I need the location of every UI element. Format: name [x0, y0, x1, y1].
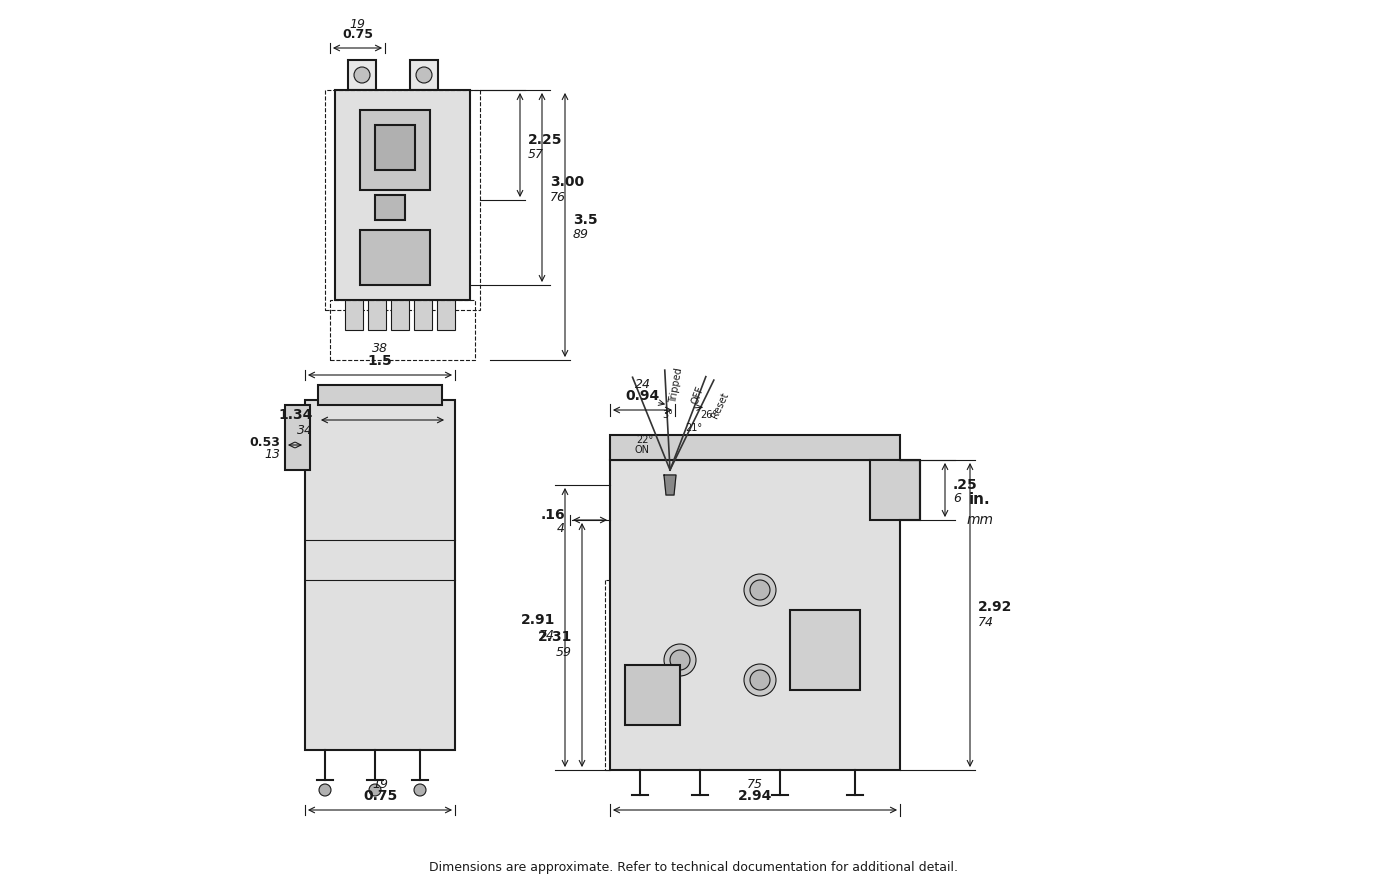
Text: 89: 89 [574, 228, 589, 241]
Text: 1.5: 1.5 [368, 354, 392, 368]
Text: 2.31: 2.31 [538, 630, 572, 644]
Bar [375, 125, 415, 170]
Text: 3.00: 3.00 [550, 176, 585, 190]
Text: Reset: Reset [710, 390, 731, 420]
Text: 4: 4 [557, 521, 565, 535]
Text: 1.34: 1.34 [279, 408, 313, 422]
Circle shape [745, 574, 776, 606]
Text: mm: mm [967, 513, 993, 527]
Bar [390, 300, 408, 330]
Text: 19: 19 [372, 778, 388, 790]
Text: 2.92: 2.92 [978, 600, 1013, 614]
Text: 3°: 3° [663, 410, 672, 420]
Circle shape [750, 580, 770, 600]
Circle shape [664, 644, 696, 676]
Bar [438, 300, 456, 330]
Text: 57: 57 [528, 149, 544, 161]
Text: OFF: OFF [690, 384, 706, 405]
Bar [610, 460, 900, 770]
Circle shape [745, 664, 776, 696]
Text: 38: 38 [372, 342, 388, 356]
Bar [331, 300, 475, 360]
Bar [368, 300, 386, 330]
Text: 76: 76 [550, 191, 565, 204]
Text: 0.94: 0.94 [625, 389, 660, 403]
Bar [410, 60, 438, 90]
Circle shape [354, 67, 369, 83]
Text: Dimensions are approximate. Refer to technical documentation for additional deta: Dimensions are approximate. Refer to tec… [429, 862, 958, 874]
Text: 21°: 21° [685, 423, 701, 433]
Circle shape [369, 784, 381, 796]
Text: .16: .16 [540, 508, 565, 522]
Bar [360, 230, 431, 285]
Bar [306, 400, 456, 750]
Bar [625, 665, 681, 725]
Text: 74: 74 [539, 629, 556, 642]
Text: 59: 59 [556, 647, 572, 659]
Bar [360, 110, 431, 190]
Bar [325, 90, 481, 310]
Bar [318, 385, 442, 405]
Polygon shape [664, 475, 676, 495]
Bar [414, 300, 432, 330]
Bar [344, 300, 363, 330]
Bar [870, 460, 920, 520]
Circle shape [319, 784, 331, 796]
Text: 13: 13 [264, 448, 281, 462]
Text: 19: 19 [350, 18, 365, 30]
Text: 22°: 22° [636, 435, 654, 445]
Text: 74: 74 [978, 617, 995, 630]
Text: 26°: 26° [700, 410, 717, 420]
Text: 6: 6 [953, 492, 961, 504]
Bar [790, 610, 860, 690]
Text: .25: .25 [953, 478, 978, 492]
Text: 2.94: 2.94 [738, 789, 772, 803]
Text: 2.25: 2.25 [528, 133, 563, 147]
Text: 0.75: 0.75 [363, 789, 397, 803]
Circle shape [415, 67, 432, 83]
Text: 0.75: 0.75 [342, 28, 374, 40]
Bar [349, 60, 376, 90]
Text: 75: 75 [747, 778, 763, 790]
Text: in.: in. [970, 493, 990, 508]
Bar [285, 405, 310, 470]
Text: 3.5: 3.5 [574, 213, 597, 227]
Text: 2.91: 2.91 [521, 612, 556, 626]
Bar [610, 435, 900, 460]
Text: 24: 24 [635, 378, 650, 390]
Text: 0.53: 0.53 [249, 436, 281, 448]
Text: Tripped: Tripped [668, 366, 683, 404]
Circle shape [414, 784, 426, 796]
Text: ON: ON [635, 445, 650, 455]
Circle shape [750, 670, 770, 690]
Circle shape [669, 650, 690, 670]
Bar [375, 195, 406, 220]
Text: 34: 34 [297, 423, 313, 437]
Bar [335, 90, 469, 300]
